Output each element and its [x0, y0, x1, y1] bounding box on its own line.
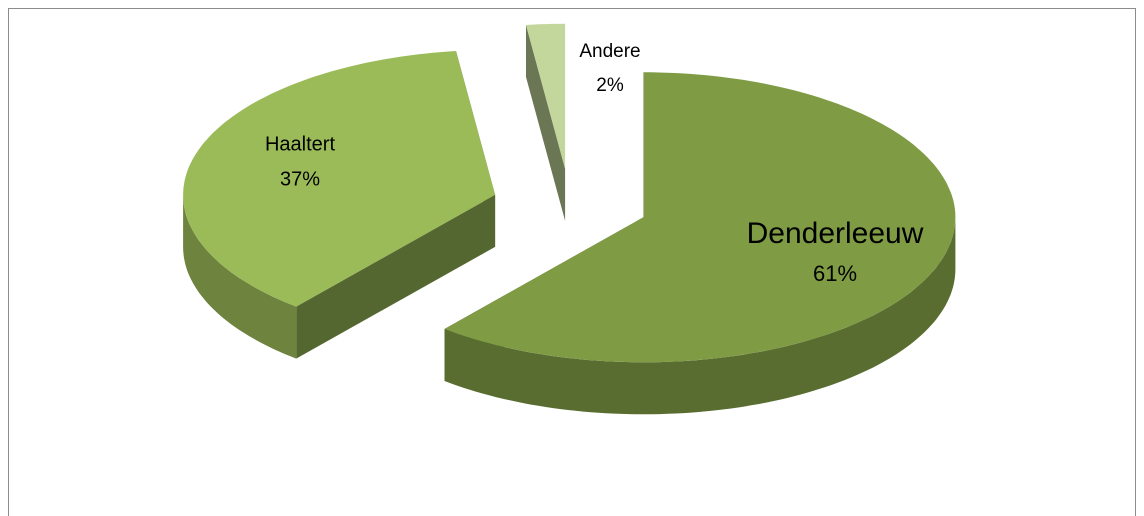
slice-value-label: 2%: [596, 75, 624, 96]
slice-label: Denderleeuw: [747, 217, 924, 250]
slice-label: Andere: [579, 41, 640, 62]
slice: [183, 51, 496, 307]
slice-value-label: 61%: [813, 261, 857, 286]
slice-label: Haaltert: [265, 133, 335, 155]
slice-side: [444, 217, 956, 415]
slice: [526, 23, 566, 169]
slice-cut-face: [296, 194, 496, 359]
slice-cut-face: [526, 25, 566, 221]
slice-side: [183, 194, 297, 359]
slice-value-label: 37%: [280, 168, 320, 190]
slice: [444, 72, 956, 363]
